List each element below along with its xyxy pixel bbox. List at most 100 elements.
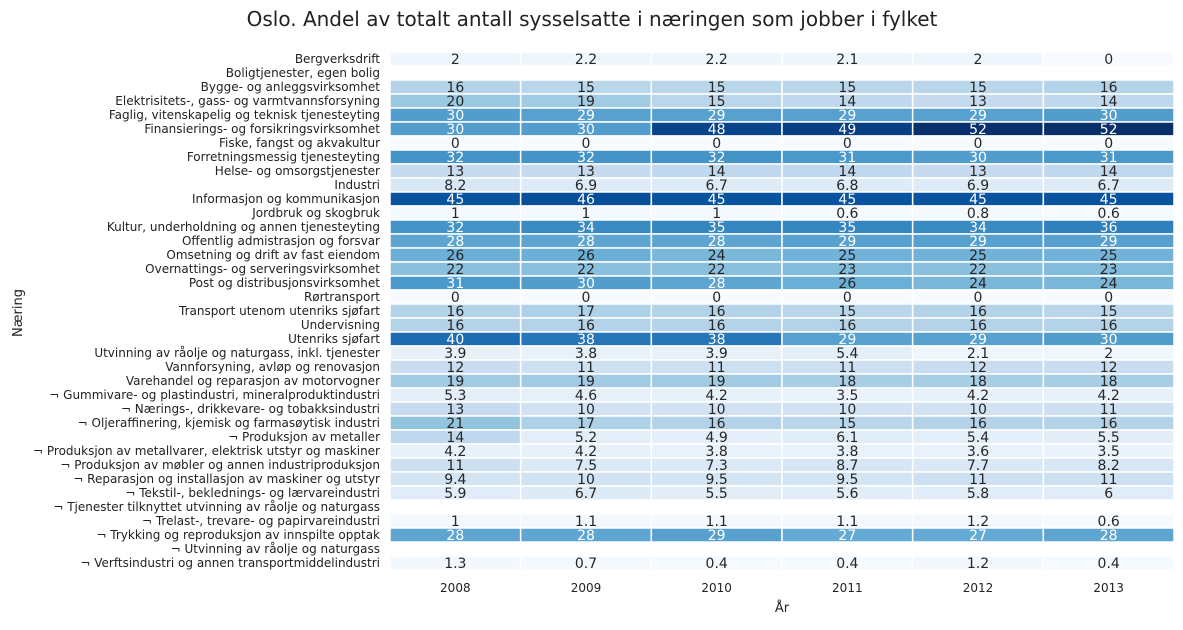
cell-value-label: 13 (446, 164, 464, 180)
row-label: ¬ Tjenester tilknyttet utvinning av råol… (53, 500, 380, 514)
cell-value-label: 5.8 (967, 486, 989, 502)
cell-value-label: 28 (577, 528, 595, 544)
cell-value-label: 4.2 (1098, 388, 1120, 404)
cell-value-label: 26 (838, 276, 856, 292)
cell-value-label: 36 (1100, 220, 1118, 236)
cell-value-label: 6.1 (836, 430, 858, 446)
cell-value-label: 12 (969, 360, 987, 376)
cell-value-label: 11 (1100, 402, 1118, 418)
row-label: ¬ Tekstil-, beklednings- og lærvareindus… (125, 486, 380, 500)
row-label: ¬ Trykking og reproduksjon av innspilte … (96, 528, 380, 542)
row-label: Overnattings- og serveringsvirksomhet (145, 262, 380, 276)
cell-value-label: 0 (1104, 290, 1113, 306)
cell-value-label: 32 (577, 150, 595, 166)
cell-value-label: 16 (1100, 416, 1118, 432)
cell-value-label: 2.1 (967, 346, 989, 362)
cell-value-label: 25 (969, 248, 987, 264)
cell-value-label: 0 (974, 136, 983, 152)
cell-value-label: 45 (969, 192, 987, 208)
heatmap-cell (1042, 555, 1175, 571)
cell-value-label: 35 (838, 220, 856, 236)
cell-value-label: 49 (838, 122, 856, 138)
cell-value-label: 24 (708, 248, 726, 264)
cell-value-label: 18 (969, 374, 987, 390)
cell-value-label: 34 (969, 220, 987, 236)
cell-value-label: 5.2 (575, 430, 597, 446)
cell-value-label: 1.3 (444, 556, 466, 572)
cell-value-label: 5.4 (967, 430, 989, 446)
cell-value-label: 19 (446, 374, 464, 390)
cell-value-label: 52 (969, 122, 987, 138)
cell-value-label: 5.5 (1098, 430, 1120, 446)
cell-value-label: 15 (838, 416, 856, 432)
cell-value-label: 16 (708, 318, 726, 334)
cell-value-label: 17 (577, 416, 595, 432)
cell-value-label: 6.7 (1098, 178, 1120, 194)
cell-value-label: 0 (843, 290, 852, 306)
cell-value-label: 16 (446, 318, 464, 334)
cell-value-label: 45 (838, 192, 856, 208)
cell-value-label: 2 (974, 52, 983, 68)
cell-value-label: 45 (1100, 192, 1118, 208)
cell-value-label: 16 (446, 304, 464, 320)
cell-value-label: 25 (1100, 248, 1118, 264)
row-label: Elektrisitets-, gass- og varmtvannsforsy… (115, 94, 380, 108)
row-label: ¬ Produksjon av metaller (228, 430, 380, 444)
cell-value-label: 22 (446, 262, 464, 278)
cell-value-label: 24 (969, 276, 987, 292)
row-label: Finansierings- og forsikringsvirksomhet (144, 122, 380, 136)
cell-value-label: 38 (708, 332, 726, 348)
heatmap-cell (1042, 51, 1175, 67)
cell-value-label: 6.7 (706, 178, 728, 194)
cell-value-label: 27 (838, 528, 856, 544)
cell-value-label: 40 (446, 332, 464, 348)
chart-title: Oslo. Andel av totalt antall sysselsatte… (247, 7, 938, 31)
cell-value-label: 11 (838, 360, 856, 376)
cell-value-label: 30 (577, 122, 595, 138)
row-label: Informasjon og kommunikasjon (192, 192, 380, 206)
cell-value-label: 29 (969, 234, 987, 250)
row-label: ¬ Trelast-, trevare- og papirvareindustr… (142, 514, 380, 528)
row-label: Undervisning (301, 318, 380, 332)
cell-value-label: 23 (838, 262, 856, 278)
cell-value-label: 28 (708, 276, 726, 292)
cell-value-label: 29 (969, 332, 987, 348)
cell-value-label: 22 (708, 262, 726, 278)
cell-value-label: 15 (838, 80, 856, 96)
cell-value-label: 52 (1100, 122, 1118, 138)
column-label: 2009 (571, 581, 602, 595)
cell-value-label: 38 (577, 332, 595, 348)
cell-value-label: 18 (1100, 374, 1118, 390)
cell-value-label: 0 (712, 290, 721, 306)
cell-value-label: 29 (969, 108, 987, 124)
cell-value-label: 0.6 (1098, 206, 1120, 222)
cell-value-label: 3.5 (836, 388, 858, 404)
column-label: 2010 (701, 581, 732, 595)
cell-value-label: 12 (446, 360, 464, 376)
cell-value-label: 29 (838, 332, 856, 348)
cell-value-label: 5.5 (706, 486, 728, 502)
cell-value-label: 6 (1104, 486, 1113, 502)
cell-value-label: 20 (446, 94, 464, 110)
row-label: Bergverksdrift (295, 52, 380, 66)
cell-value-label: 4.9 (706, 430, 728, 446)
cell-value-label: 0.6 (1098, 514, 1120, 530)
row-label: Utvinning av råolje og naturgass, inkl. … (94, 346, 380, 360)
cell-value-label: 11 (446, 458, 464, 474)
cell-value-label: 31 (1100, 150, 1118, 166)
cell-value-label: 13 (969, 164, 987, 180)
heatmap-cell (1042, 527, 1175, 543)
row-label: Post og distribusjonsvirksomhet (189, 276, 380, 290)
cell-value-label: 13 (577, 164, 595, 180)
cell-value-label: 3.5 (1098, 444, 1120, 460)
cell-value-label: 14 (1100, 164, 1118, 180)
cell-value-label: 10 (969, 402, 987, 418)
cell-value-label: 1.1 (575, 514, 597, 530)
cell-value-label: 14 (838, 164, 856, 180)
row-label: ¬ Produksjon av møbler og annen industri… (60, 458, 380, 472)
cell-value-label: 16 (969, 318, 987, 334)
row-label: Bygge- og anleggsvirksomhet (201, 80, 381, 94)
cell-value-label: 10 (577, 472, 595, 488)
row-label: Vannforsyning, avløp og renovasjon (165, 360, 380, 374)
cell-value-label: 9.4 (444, 472, 466, 488)
